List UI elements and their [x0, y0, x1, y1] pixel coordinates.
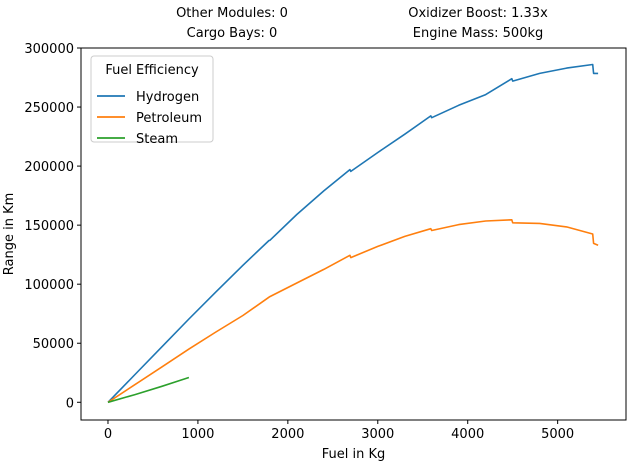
oxidizer-boost-label: Oxidizer Boost: 1.33x: [408, 6, 548, 21]
y-axis-label: Range in Km: [2, 193, 17, 276]
y-tick-label: 300000: [24, 42, 74, 57]
legend-title: Fuel Efficiency: [105, 63, 199, 78]
x-tick-label: 0: [104, 427, 112, 442]
cargo-bays-label: Cargo Bays: 0: [186, 26, 278, 41]
other-modules-label: Other Modules: 0: [176, 6, 288, 21]
series-lines: [107, 63, 599, 404]
axis-ticks: 0 1000 2000 3000 4000 50000500001000001500002…: [24, 42, 574, 442]
legend-entry-petroleum: Petroleum: [136, 111, 202, 126]
y-tick-label: 100000: [24, 278, 74, 293]
x-axis-label: Fuel in Kg: [322, 447, 386, 462]
x-tick-label: 2000: [271, 427, 304, 442]
series-line-steam: [107, 376, 190, 404]
y-tick-label: 50000: [33, 337, 74, 352]
y-tick-label: 200000: [24, 160, 74, 175]
x-tick-label: 4000: [451, 427, 484, 442]
legend: Fuel Efficiency Hydrogen Petroleum Steam: [90, 55, 214, 147]
plot-frame: [80, 47, 627, 421]
x-tick-label: 3000: [361, 427, 394, 442]
y-tick-label: 150000: [24, 219, 74, 234]
series-line-petroleum: [107, 219, 599, 403]
y-tick-label: 250000: [24, 101, 74, 116]
legend-entry-steam: Steam: [136, 132, 178, 147]
x-tick-label: 1000: [181, 427, 214, 442]
x-tick-label: 5000: [541, 427, 574, 442]
legend-entry-hydrogen: Hydrogen: [136, 90, 199, 105]
series-line-hydrogen: [107, 63, 599, 403]
y-tick-label: 0: [66, 396, 74, 411]
legend-box: [90, 55, 214, 143]
engine-mass-label: Engine Mass: 500kg: [412, 26, 544, 41]
